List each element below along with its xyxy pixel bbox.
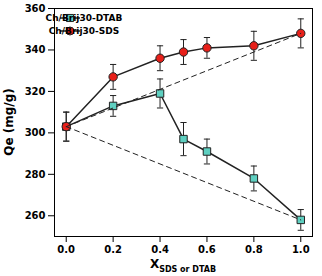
svg-text:0.8: 0.8: [245, 244, 263, 255]
svg-text:Qe (mg/g): Qe (mg/g): [2, 88, 16, 156]
svg-text:0.2: 0.2: [104, 244, 122, 255]
svg-text:300: 300: [25, 127, 46, 138]
svg-text:280: 280: [25, 169, 46, 180]
svg-text:Ch/Brij30-SDS: Ch/Brij30-SDS: [49, 26, 119, 36]
svg-text:340: 340: [25, 44, 46, 55]
svg-text:360: 360: [25, 3, 46, 14]
svg-text:XSDS or DTAB: XSDS or DTAB: [150, 257, 216, 274]
svg-text:Ch/Brij30-DTAB: Ch/Brij30-DTAB: [46, 13, 123, 23]
svg-text:0.4: 0.4: [151, 244, 169, 255]
svg-text:260: 260: [25, 210, 46, 221]
svg-text:1.0: 1.0: [292, 244, 310, 255]
svg-text:0.0: 0.0: [57, 244, 75, 255]
svg-text:320: 320: [25, 86, 46, 97]
svg-text:0.6: 0.6: [198, 244, 216, 255]
